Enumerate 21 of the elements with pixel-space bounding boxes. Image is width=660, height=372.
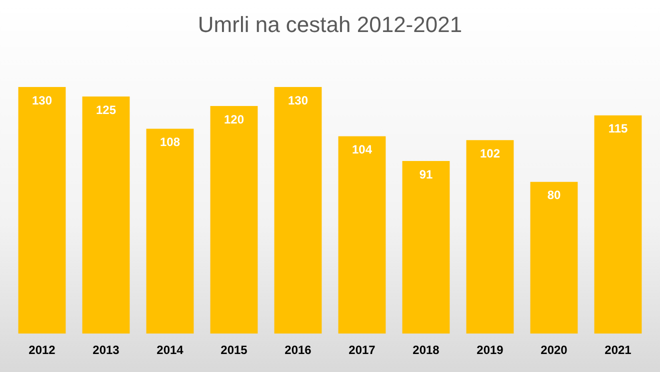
data-label: 120	[224, 112, 244, 126]
data-label: 104	[352, 142, 372, 157]
x-tick-label: 2014	[156, 343, 184, 358]
data-label: 130	[32, 93, 52, 108]
x-tick-label: 2018	[412, 343, 440, 358]
x-tick-label: 2016	[284, 343, 312, 358]
x-tick-label: 2017	[348, 343, 376, 358]
x-tick-label: 2013	[92, 343, 120, 358]
data-label: 125	[96, 102, 116, 117]
data-label: 80	[547, 188, 561, 202]
x-tick-label: 2021	[604, 343, 632, 358]
x-tick-label: 2020	[540, 343, 568, 358]
data-label: 115	[608, 122, 628, 136]
data-label: 102	[480, 146, 500, 160]
data-label: 91	[419, 167, 433, 182]
x-tick-label: 2015	[220, 343, 248, 358]
chart-title: Umrli na cestah 2012-2021	[196, 12, 464, 38]
data-label: 130	[288, 93, 308, 108]
x-tick-label: 2019	[476, 343, 504, 358]
x-tick-label: 2012	[28, 343, 56, 358]
data-label: 108	[160, 135, 180, 150]
